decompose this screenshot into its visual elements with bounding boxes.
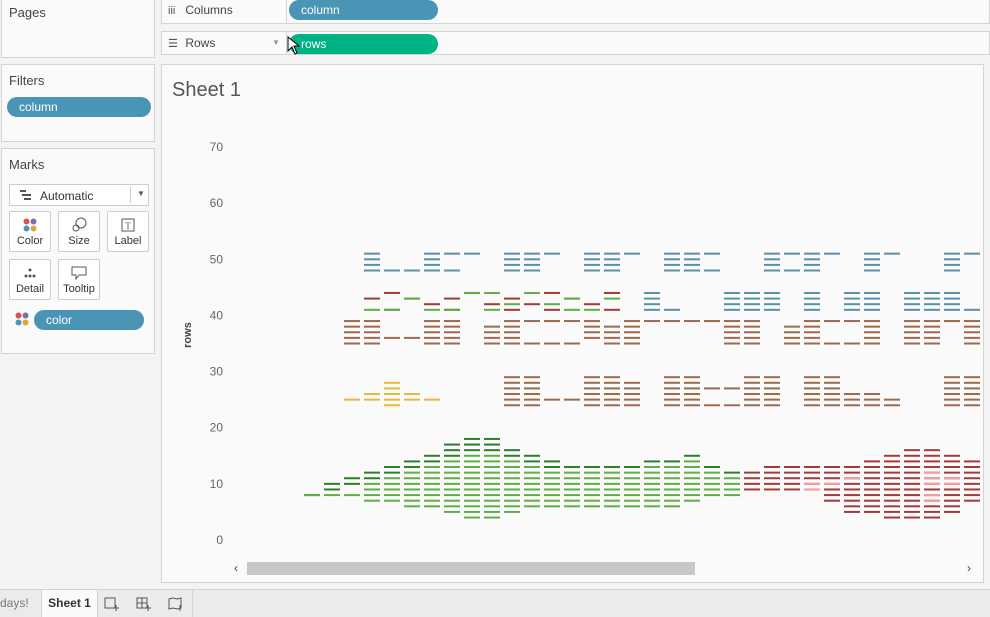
sheet-view: Sheet 1 0 10 20 30 40 50 60 70 rows ‹ › [161, 64, 984, 583]
y-tick-label: 10 [210, 477, 224, 491]
bar-chart-icon [20, 188, 34, 200]
color-button[interactable]: Color [9, 211, 51, 252]
filters-panel: Filters column [1, 64, 155, 142]
shelf-divider [286, 0, 287, 23]
tooltip-button[interactable]: Tooltip [58, 259, 100, 300]
columns-shelf: iii Columns column [161, 0, 990, 24]
sheet-title: Sheet 1 [172, 79, 241, 101]
mark-type-dropdown[interactable]: Automatic ▼ [9, 184, 149, 206]
horizontal-scrollbar-thumb[interactable] [247, 562, 695, 575]
chevron-down-icon: ▼ [137, 189, 145, 198]
detail-label: Detail [15, 283, 45, 295]
dropdown-separator [130, 187, 131, 203]
columns-icon: iii [168, 5, 176, 17]
filter-pill-column[interactable]: column [7, 97, 151, 117]
rows-label-text: Rows [185, 36, 216, 50]
color-icon [10, 217, 50, 233]
tab-prev-sheet[interactable]: days! [0, 596, 29, 610]
marks-title: Marks [9, 157, 45, 172]
detail-icon [10, 265, 50, 281]
detail-button[interactable]: Detail [9, 259, 51, 300]
rows-shelf-label: ☰ Rows [168, 36, 215, 50]
pages-title: Pages [9, 5, 46, 20]
rows-icon: ☰ [168, 38, 178, 50]
y-axis-title: rows [182, 322, 194, 348]
y-tick-label: 50 [210, 252, 224, 266]
filters-title: Filters [9, 73, 45, 88]
new-dashboard-icon[interactable] [136, 596, 152, 617]
columns-pill[interactable]: column [289, 0, 438, 20]
y-tick-label: 20 [210, 421, 224, 435]
columns-label-text: Columns [185, 3, 233, 17]
y-tick-label: 0 [216, 533, 223, 547]
columns-shelf-label: iii Columns [168, 3, 233, 17]
rows-pill[interactable]: rows [289, 34, 438, 54]
tab-sheet-1[interactable]: Sheet 1 [41, 590, 98, 617]
tooltip-icon [59, 265, 99, 281]
size-icon [59, 217, 99, 233]
rows-shelf: ☰ Rows ▼ rows [161, 31, 990, 55]
y-tick-label: 70 [210, 140, 224, 154]
y-tick-label: 60 [210, 196, 224, 210]
sheet-tab-bar: days! Sheet 1 [0, 589, 990, 617]
mark-type-label: Automatic [40, 189, 94, 203]
cursor-icon [287, 35, 301, 61]
scroll-left-icon[interactable]: ‹ [234, 561, 238, 575]
size-label: Size [68, 235, 90, 247]
rows-dropdown-icon[interactable]: ▼ [272, 38, 280, 47]
marks-panel: Marks Automatic ▼ Color Size T Label Det… [1, 148, 155, 354]
label-button[interactable]: T Label [107, 211, 149, 252]
svg-text:T: T [125, 221, 131, 231]
shelf-divider [286, 32, 287, 54]
pages-panel: Pages [1, 0, 155, 58]
scroll-right-icon[interactable]: › [967, 561, 971, 575]
y-tick-label: 40 [210, 308, 224, 322]
y-tick-label: 30 [210, 365, 224, 379]
new-story-icon[interactable] [168, 596, 184, 617]
color-field-pill[interactable]: color [34, 310, 144, 330]
new-sheet-icon[interactable] [104, 596, 120, 617]
size-button[interactable]: Size [58, 211, 100, 252]
color-label: Color [16, 235, 44, 247]
tooltip-label: Tooltip [63, 283, 95, 295]
chart-svg: 0 10 20 30 40 50 60 70 rows [182, 140, 980, 547]
label-label: Label [114, 235, 142, 247]
tab-divider [192, 590, 193, 617]
color-encoding-icon [15, 312, 29, 331]
text-label-icon: T [108, 217, 148, 233]
